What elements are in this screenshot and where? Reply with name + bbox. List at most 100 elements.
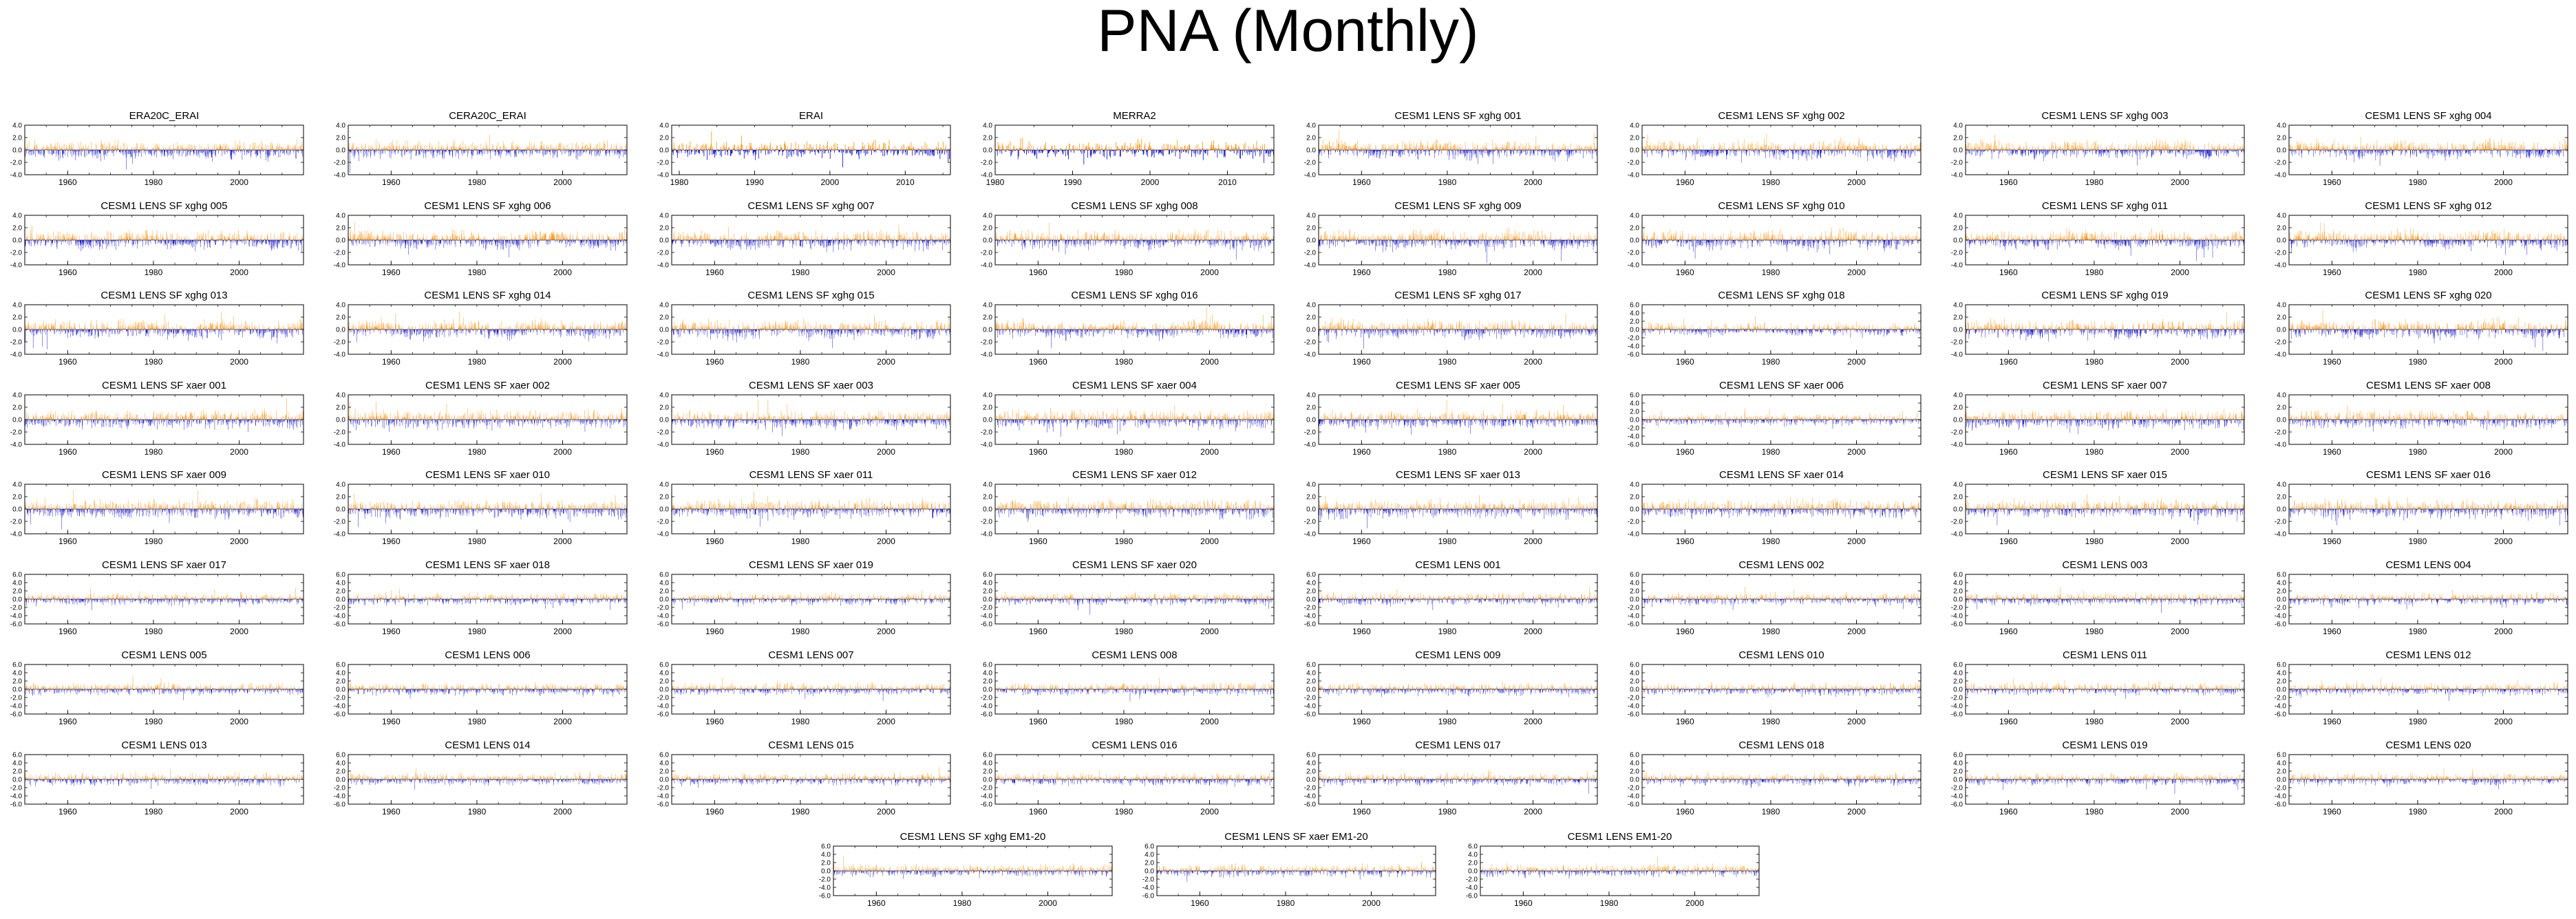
pna-bar [888, 146, 889, 150]
pna-bar [873, 150, 875, 153]
pna-bar [1089, 150, 1091, 156]
pna-bar [754, 150, 756, 152]
y-tick-label: -4.0 [981, 172, 993, 180]
pna-bar [849, 150, 850, 153]
pna-bar [688, 150, 689, 151]
pna-bar [699, 150, 700, 154]
pna-bar [1193, 148, 1195, 150]
pna-bar [796, 149, 797, 150]
pna-bar [802, 150, 803, 153]
pna-bar [1208, 150, 1209, 151]
pna-bar [897, 150, 899, 156]
pna-bar [710, 147, 711, 150]
pna-bar [1086, 147, 1087, 150]
pna-bar [919, 149, 921, 150]
pna-bar [1012, 150, 1014, 153]
pna-bar [1222, 149, 1223, 150]
pna-bar [816, 144, 817, 150]
pna-bar [1096, 150, 1097, 152]
pna-bar [939, 150, 940, 153]
y-tick-label: 4.0 [1953, 122, 1963, 130]
pna-bar [676, 150, 677, 153]
pna-bar [845, 150, 847, 154]
pna-bar [1105, 146, 1107, 150]
pna-bar [877, 149, 878, 150]
y-tick-label: -2.0 [657, 160, 670, 167]
pna-bar [838, 150, 840, 153]
y-tick-label: 0.0 [983, 147, 992, 155]
pna-bar [688, 145, 690, 150]
pna-bar [911, 142, 912, 150]
pna-bar [750, 146, 751, 150]
pna-bar [1246, 150, 1247, 153]
y-tick-label: 0.0 [1953, 147, 1963, 155]
pna-bar [867, 150, 869, 154]
pna-bar [1036, 150, 1037, 159]
pna-bar [1221, 148, 1222, 150]
pna-bar [1065, 150, 1066, 157]
pna-bar [749, 142, 750, 150]
pna-bar [740, 150, 741, 155]
pna-bar [1061, 148, 1062, 150]
pna-bar [914, 149, 915, 150]
pna-bar [1061, 150, 1063, 151]
pna-bar [1030, 144, 1032, 150]
y-tick-label: -2.0 [10, 160, 23, 167]
pna-bar [814, 150, 815, 152]
y-tick-label: -4.0 [1304, 172, 1317, 180]
pna-bar [1250, 150, 1252, 153]
pna-bar [875, 139, 876, 150]
pna-bar [834, 150, 835, 153]
pna-bar [1197, 144, 1199, 150]
pna-bar [811, 147, 813, 150]
pna-bar [1257, 150, 1258, 152]
pna-bar [1191, 150, 1192, 157]
pna-bar [870, 144, 871, 150]
pna-bar [711, 131, 712, 150]
pna-bar [1241, 150, 1242, 151]
pna-bar [1126, 150, 1127, 151]
pna-bar [727, 150, 728, 155]
pna-bar [895, 150, 897, 151]
pna-bar [1048, 150, 1050, 153]
pna-bar [794, 149, 796, 150]
pna-bar [908, 145, 909, 150]
pna-bar [1233, 150, 1235, 154]
pna-bar [1103, 150, 1105, 152]
panel-6: CESM1 LENS SF xghg 002 4.0 2.0 0.0 -2.0 -4.0 1… [1628, 110, 1922, 187]
pna-bar [790, 150, 791, 155]
pna-bar [1021, 149, 1023, 150]
pna-bar [1022, 138, 1023, 150]
pna-bar [675, 148, 677, 150]
pna-bar [920, 150, 921, 152]
pna-bar [1054, 144, 1056, 150]
pna-bar [866, 150, 867, 155]
pna-bar [1268, 150, 1269, 158]
pna-bar [1042, 150, 1043, 153]
pna-bar [884, 150, 885, 156]
pna-bar [1252, 149, 1253, 150]
pna-bar [679, 144, 680, 150]
pna-bar [685, 144, 687, 150]
pna-bar [1112, 150, 1114, 151]
pna-bar [873, 140, 874, 150]
pna-bar [1188, 150, 1189, 154]
pna-bar [1269, 149, 1270, 150]
pna-bar [1204, 150, 1206, 153]
pna-bar [750, 143, 752, 150]
pna-bar [1177, 140, 1178, 150]
pna-bar [915, 149, 916, 150]
pna-bar [940, 147, 941, 150]
pna-bar [893, 150, 895, 154]
pna-bar [1229, 150, 1231, 151]
pna-bar [1173, 149, 1174, 150]
pna-bar [1184, 145, 1186, 150]
pna-bar [1129, 147, 1130, 150]
pna-bar [1167, 148, 1169, 150]
pna-bar [1057, 150, 1058, 151]
pna-bar [679, 148, 681, 150]
pna-bar [1026, 150, 1028, 151]
pna-bar [1244, 150, 1245, 153]
pna-bar [1239, 150, 1241, 158]
pna-bar [703, 144, 704, 150]
